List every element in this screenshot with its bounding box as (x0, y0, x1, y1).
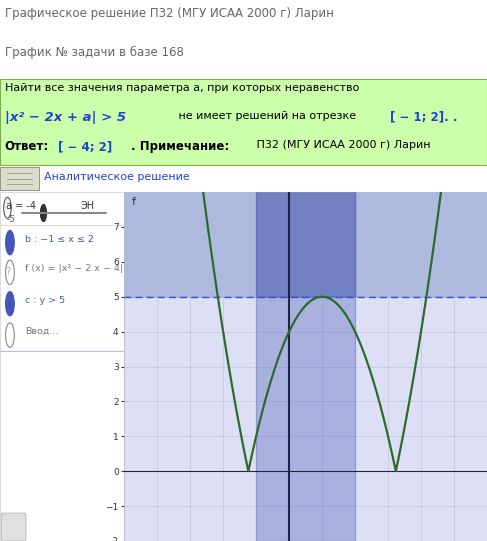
Text: -5: -5 (6, 215, 15, 224)
Text: |x² − 2x + a| > 5: |x² − 2x + a| > 5 (5, 110, 126, 123)
Text: a = -4: a = -4 (6, 201, 36, 211)
Text: f (x) = |x² − 2 x − 4|: f (x) = |x² − 2 x − 4| (25, 265, 123, 273)
Text: b : −1 ≤ x ≤ 2: b : −1 ≤ x ≤ 2 (25, 235, 94, 243)
FancyBboxPatch shape (0, 79, 487, 165)
Text: Ответ:: Ответ: (5, 140, 49, 153)
Text: П32 (МГУ ИСАА 2000 г) Ларин: П32 (МГУ ИСАА 2000 г) Ларин (253, 140, 431, 150)
FancyBboxPatch shape (0, 168, 39, 190)
Text: не имеет решений на отрезке: не имеет решений на отрезке (175, 110, 360, 121)
Text: . Примечание:: . Примечание: (131, 140, 230, 153)
FancyBboxPatch shape (1, 513, 26, 541)
Circle shape (5, 292, 14, 316)
Text: f: f (131, 197, 135, 207)
Text: Графическое решение П32 (МГУ ИСАА 2000 г) Ларин: Графическое решение П32 (МГУ ИСАА 2000 г… (5, 6, 334, 19)
Text: Аналитическое решение: Аналитическое решение (44, 172, 189, 182)
Text: Ввод...: Ввод... (25, 327, 58, 336)
Bar (256, 192, 355, 541)
Text: Найти все значения параметра а, при которых неравенство: Найти все значения параметра а, при кото… (5, 83, 359, 93)
Text: ЭН: ЭН (81, 201, 95, 211)
Text: c : y > 5: c : y > 5 (25, 296, 65, 305)
Circle shape (5, 230, 14, 255)
Text: График № задачи в базе 168: График № задачи в базе 168 (5, 46, 184, 60)
Text: ?: ? (5, 267, 11, 278)
Circle shape (40, 204, 47, 222)
Text: [ − 1; 2]. .: [ − 1; 2]. . (390, 110, 457, 123)
Text: [ − 4; 2]: [ − 4; 2] (58, 140, 112, 153)
